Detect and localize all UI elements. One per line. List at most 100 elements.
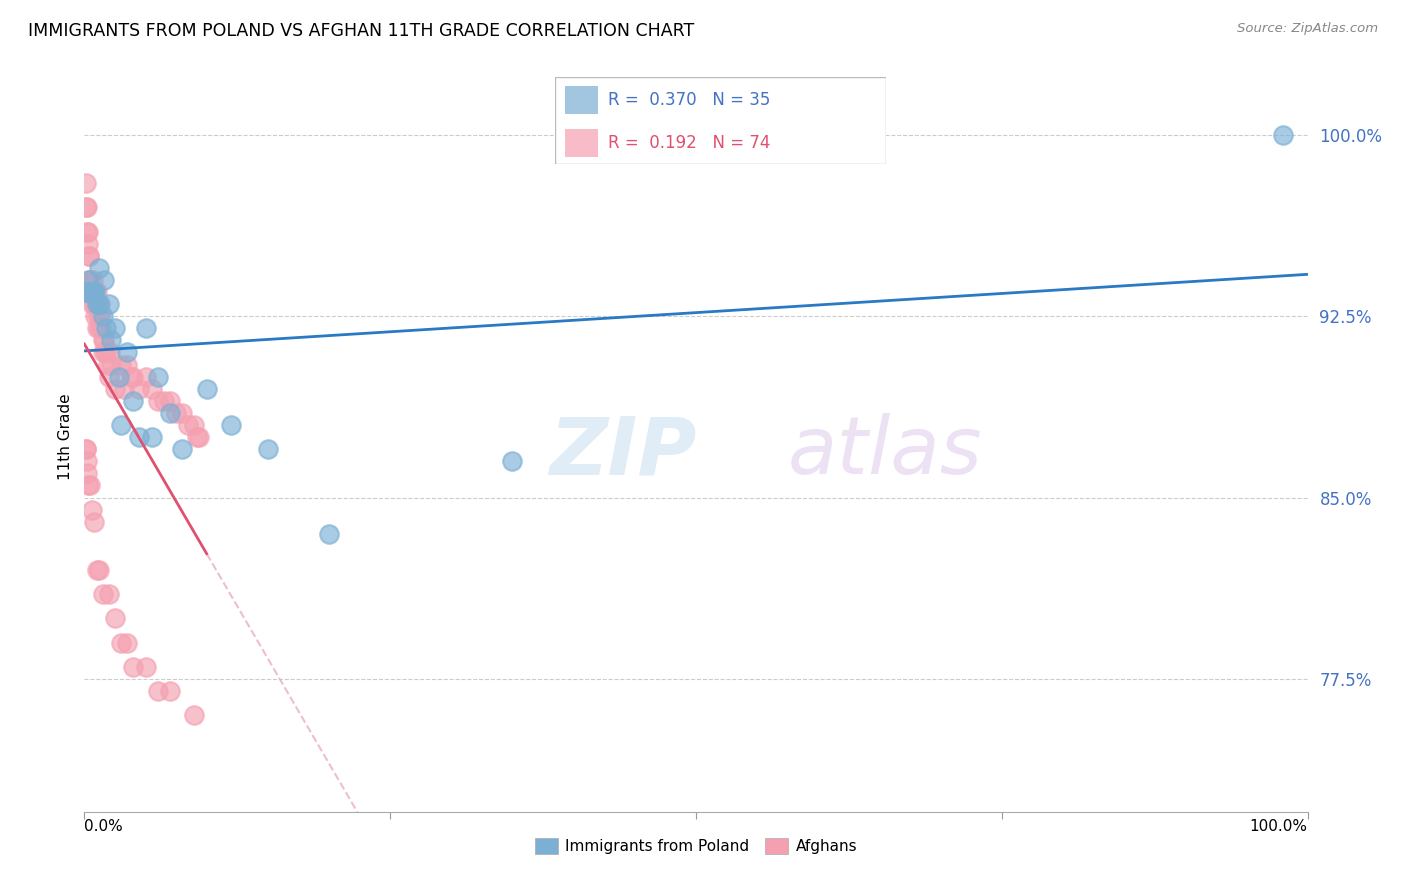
- Point: [110, 417, 132, 432]
- Point: [76, 467, 98, 481]
- Point: [183, 708, 205, 723]
- Point: [97, 358, 120, 372]
- Point: [90, 321, 112, 335]
- Point: [112, 382, 135, 396]
- Point: [195, 382, 218, 396]
- Point: [77, 225, 100, 239]
- Point: [80, 285, 103, 299]
- Point: [153, 393, 176, 408]
- Point: [172, 442, 194, 457]
- Point: [79, 285, 101, 299]
- Point: [93, 273, 115, 287]
- Point: [91, 334, 114, 348]
- Y-axis label: 11th Grade: 11th Grade: [58, 393, 73, 481]
- Point: [146, 684, 169, 698]
- Point: [79, 285, 101, 299]
- Text: 100.0%: 100.0%: [1250, 819, 1308, 834]
- Point: [122, 393, 145, 408]
- Point: [77, 249, 100, 263]
- Point: [79, 273, 101, 287]
- Point: [79, 273, 101, 287]
- Point: [186, 430, 208, 444]
- Point: [82, 273, 104, 287]
- Point: [159, 684, 181, 698]
- Point: [77, 285, 100, 299]
- Point: [75, 201, 97, 215]
- Point: [183, 417, 205, 432]
- Point: [257, 442, 280, 457]
- Point: [110, 635, 132, 649]
- Point: [146, 393, 169, 408]
- Point: [84, 297, 107, 311]
- Point: [135, 321, 157, 335]
- Point: [93, 334, 115, 348]
- Point: [77, 478, 100, 492]
- Point: [76, 454, 98, 468]
- Point: [86, 285, 108, 299]
- Point: [91, 310, 114, 324]
- Point: [110, 358, 132, 372]
- Point: [219, 417, 242, 432]
- Point: [87, 297, 110, 311]
- Point: [86, 321, 108, 335]
- Point: [98, 345, 121, 359]
- Point: [77, 236, 100, 251]
- Point: [79, 285, 101, 299]
- Text: ZIP: ZIP: [550, 413, 696, 491]
- Point: [104, 611, 127, 625]
- Point: [75, 176, 97, 190]
- Point: [87, 563, 110, 577]
- Text: atlas: atlas: [787, 413, 983, 491]
- Point: [83, 297, 105, 311]
- Point: [115, 635, 138, 649]
- Point: [84, 285, 107, 299]
- Point: [82, 285, 104, 299]
- Point: [83, 515, 105, 529]
- Point: [80, 297, 103, 311]
- Point: [165, 406, 187, 420]
- Point: [128, 430, 150, 444]
- Point: [115, 345, 138, 359]
- Point: [135, 659, 157, 673]
- Point: [86, 563, 108, 577]
- Point: [188, 430, 211, 444]
- Point: [75, 442, 97, 457]
- Point: [146, 369, 169, 384]
- Point: [1272, 128, 1295, 142]
- Point: [77, 273, 100, 287]
- Point: [89, 297, 111, 311]
- Point: [87, 321, 110, 335]
- Point: [318, 526, 340, 541]
- Point: [122, 659, 145, 673]
- Point: [80, 502, 103, 516]
- Point: [82, 285, 104, 299]
- Point: [91, 587, 114, 601]
- Point: [76, 225, 98, 239]
- Point: [159, 393, 181, 408]
- Point: [100, 334, 122, 348]
- Point: [97, 369, 120, 384]
- Point: [86, 297, 108, 311]
- Point: [83, 285, 105, 299]
- Point: [76, 201, 98, 215]
- Point: [177, 417, 200, 432]
- Point: [87, 297, 110, 311]
- Point: [87, 310, 110, 324]
- Point: [96, 321, 118, 335]
- Point: [115, 358, 138, 372]
- Point: [120, 369, 142, 384]
- Point: [89, 310, 111, 324]
- Point: [104, 321, 127, 335]
- Text: Source: ZipAtlas.com: Source: ZipAtlas.com: [1237, 22, 1378, 36]
- Point: [83, 285, 105, 299]
- Point: [100, 358, 122, 372]
- Point: [96, 345, 118, 359]
- Point: [77, 249, 100, 263]
- Point: [97, 587, 120, 601]
- Point: [97, 297, 120, 311]
- Point: [84, 310, 107, 324]
- Point: [76, 285, 98, 299]
- Point: [502, 454, 524, 468]
- Point: [172, 406, 194, 420]
- Point: [122, 369, 145, 384]
